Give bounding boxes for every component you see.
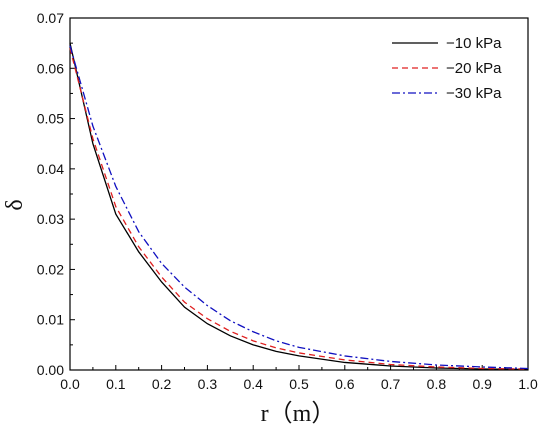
y-tick-label: 0.03: [37, 211, 64, 227]
y-tick-label: 0.02: [37, 261, 64, 277]
x-tick-label: 0.6: [335, 376, 355, 392]
series-line-3: [69, 45, 529, 370]
y-axis-label: δ: [2, 199, 28, 210]
series-line-2: [69, 48, 529, 370]
x-tick-label: 0.5: [289, 376, 309, 392]
x-tick-label: 0.2: [152, 376, 172, 392]
x-tick-label: 0.1: [106, 376, 126, 392]
x-tick-label: 0.9: [472, 376, 492, 392]
y-tick-label: 0.01: [37, 312, 64, 328]
x-tick-label: 0.3: [198, 376, 218, 392]
y-axis: 0.00 0.01 0.02 0.03 0.04 0.05 0.06 0.07: [37, 10, 75, 378]
legend: −10 kPa −20 kPa −30 kPa: [392, 35, 502, 102]
legend-label-2: −20 kPa: [446, 60, 502, 77]
legend-label-1: −10 kPa: [446, 35, 502, 52]
y-tick-label: 0.06: [37, 60, 64, 76]
series-line-1: [69, 42, 529, 371]
y-tick-label: 0.05: [37, 111, 64, 127]
x-tick-label: 1.0: [518, 376, 538, 392]
y-tick-label: 0.07: [37, 10, 64, 26]
x-tick-label: 0.4: [243, 376, 263, 392]
x-axis: 0.0 0.1 0.2 0.3 0.4 0.5 0.6 0.7 0.8 0.9 1.0: [60, 365, 538, 392]
x-axis-label: r（m）: [261, 401, 336, 427]
x-tick-label: 0.7: [381, 376, 401, 392]
x-tick-label: 0.8: [427, 376, 447, 392]
legend-label-3: −30 kPa: [446, 85, 502, 102]
y-tick-label: 0.04: [37, 161, 64, 177]
x-tick-label: 0.0: [60, 376, 80, 392]
series-layer: [69, 42, 529, 371]
y-tick-label: 0.00: [37, 362, 64, 378]
